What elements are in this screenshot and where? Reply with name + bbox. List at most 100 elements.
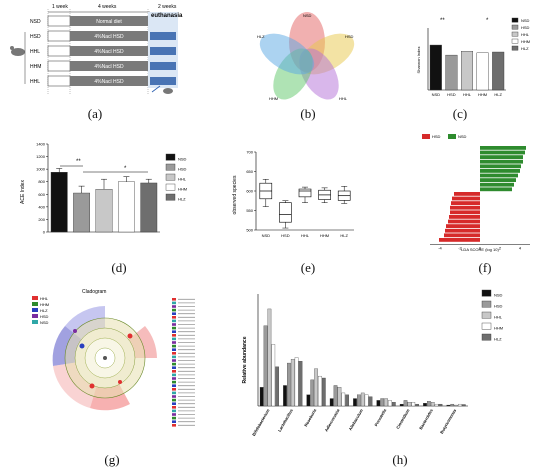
diet-box — [70, 16, 148, 26]
lda-bar — [452, 196, 480, 201]
y-tick: 400 — [38, 204, 45, 209]
treatment-box — [150, 47, 176, 55]
legend-label: NSD — [521, 18, 530, 23]
lda-bar — [454, 192, 480, 196]
category-label: Bifidobacterium — [251, 408, 271, 437]
panel-c-shannon-chart: Shannon Index NSD HSD HHL HHM HLZ ** * NSD HS… — [412, 8, 547, 100]
group-label: HSD — [30, 34, 41, 40]
panel-g-cladogram: Cladogram HHL HHM HLZ HSD NSD — [30, 286, 220, 434]
tick-label: HHL — [463, 92, 472, 97]
bar — [461, 51, 474, 91]
y-tick: 500 — [246, 228, 253, 233]
bar — [434, 403, 439, 407]
x-tick: -2 — [458, 246, 462, 251]
panel-b-venn-diagram: NSD HSD HHL HHM HLZ — [255, 12, 360, 104]
legend-label: NSD — [494, 292, 503, 297]
panel-g-legend: HHL HHM HLZ HSD NSD — [32, 296, 49, 325]
venn-label-hhm: HHM — [269, 96, 278, 101]
legend-label: HHM — [494, 325, 503, 330]
y-tick: 1000 — [36, 167, 46, 172]
tick-label: HHM — [478, 92, 487, 97]
bar — [407, 402, 412, 407]
panel-b-svg: NSD HSD HHL HHM HLZ — [257, 12, 355, 101]
panel-c-sig-1: ** — [440, 18, 445, 24]
diet-rows: NSD Normal diet HSD 4%Nacl HSD HHL 4%Nacl HSD… — [30, 15, 176, 87]
panel-h-bars: Bifidobacterium Lactobacillus Roseburia Adl… — [251, 294, 468, 437]
legend-swatch — [481, 300, 492, 308]
bar — [384, 398, 388, 407]
lda-bar — [480, 173, 518, 178]
diet-label: 4%Nacl HSD — [94, 64, 124, 70]
bar — [458, 403, 462, 407]
y-tick: 650 — [246, 169, 253, 174]
panel-label-a: (a) — [87, 106, 103, 121]
legend-swatch — [511, 45, 519, 51]
lda-bar — [480, 169, 520, 173]
bar — [403, 400, 408, 407]
lda-bar — [446, 224, 480, 228]
panel-e-ylabel: observed species — [232, 175, 238, 214]
panel-label-d: (d) — [111, 260, 127, 275]
bar — [357, 394, 361, 407]
lda-bar — [480, 182, 514, 187]
x-tick: 4 — [519, 246, 522, 251]
category-label: Butyricimonas — [439, 407, 458, 434]
treatment-box — [150, 62, 176, 70]
y-tick: 600 — [38, 192, 45, 197]
bar — [275, 366, 279, 407]
bar — [376, 400, 381, 407]
bar — [430, 402, 435, 407]
bar — [267, 308, 272, 407]
bar — [298, 361, 303, 407]
box — [279, 202, 292, 223]
diet-label: 4%Nacl HSD — [94, 79, 124, 85]
lda-bar — [445, 228, 480, 233]
lda-bar — [480, 159, 523, 164]
legend-label: HSD — [178, 166, 187, 171]
bar — [492, 51, 505, 91]
panel-label-c: (c) — [452, 106, 468, 121]
panel-g-svg: Cladogram HHL HHM HLZ HSD NSD — [32, 289, 195, 427]
x-tick: -4 — [438, 246, 442, 251]
x-tick: 0 — [479, 246, 482, 251]
timeline-2weeks: 2 weeks — [158, 4, 177, 10]
bar — [50, 172, 68, 233]
lda-bar — [480, 150, 525, 155]
bar — [283, 385, 287, 407]
panel-e-boxes: 500 550 600 650 700 NSD HSD HHL HHM HLZ — [246, 150, 354, 238]
bar — [140, 182, 158, 233]
clado-legend-hhm: HHM — [40, 302, 49, 307]
panel-label-f: (f) — [478, 260, 492, 275]
clado-legend-nsd: NSD — [40, 320, 49, 325]
clado-legend-hhl: HHL — [40, 296, 49, 301]
bar — [345, 394, 349, 407]
group-label: HHL — [30, 49, 40, 55]
legend-swatch — [165, 163, 176, 171]
box — [298, 188, 312, 198]
lda-bar — [444, 233, 480, 238]
category-label: Bacteroides — [418, 407, 434, 430]
bar — [368, 396, 373, 407]
treatment-box — [150, 32, 176, 40]
panel-g-title: Cladogram — [82, 289, 106, 295]
panel-f-svg: HSD NSD -4 -2 0 2 4 LDA SCORE (log 10) — [422, 134, 530, 252]
bar — [294, 357, 299, 407]
panel-d-legend: NSD HSD HHL HHM HLZ — [165, 153, 187, 201]
legend-label: HLZ — [178, 196, 186, 201]
legend-label: HSD — [521, 25, 530, 30]
timeline-1week: 1 week — [52, 4, 68, 10]
panel-d-ace-chart: ACE Index 0 200 400 600 800 1000 1200 1400 ** *… — [18, 132, 208, 252]
bar — [411, 402, 416, 407]
panel-h-abundance-chart: Relative abundance Bifidobacterium Lactob… — [240, 282, 545, 447]
panel-d-bars: 0 200 400 600 800 1000 1200 1400 — [36, 142, 160, 235]
legend-swatch — [511, 24, 519, 30]
lda-bar — [480, 155, 523, 159]
bar — [415, 403, 419, 407]
diet-label: 4%Nacl HSD — [94, 34, 124, 40]
bar — [259, 387, 264, 407]
bar — [380, 398, 385, 407]
category-label: Clostridium — [395, 408, 411, 430]
legend-swatch — [165, 173, 176, 181]
bar — [438, 403, 443, 407]
cladogram-wheel — [52, 306, 157, 411]
